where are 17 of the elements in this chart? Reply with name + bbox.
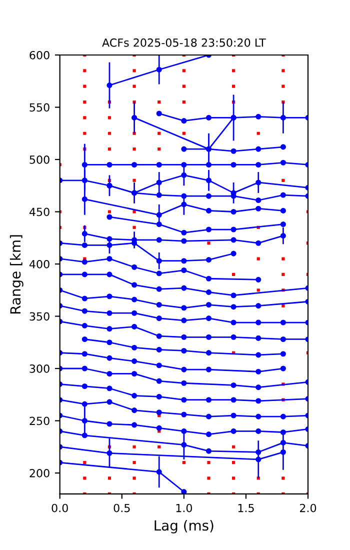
y-tick-label: 500 xyxy=(30,155,50,164)
y-tick-label: 450 xyxy=(29,208,50,216)
y-tick-label: 600 xyxy=(30,50,50,60)
x-tick-label: 2.0 xyxy=(300,504,316,512)
x-tick-label: 1.5 xyxy=(238,504,254,512)
y-tick-label: 250 xyxy=(30,416,50,426)
y-tick-label: 400 xyxy=(29,260,50,268)
y-tick-label: 300 xyxy=(30,364,50,373)
y-axis-title: Range [km] xyxy=(10,235,24,314)
x-axis-title: Lag (ms) xyxy=(154,520,214,534)
y-tick-label: 550 xyxy=(30,103,50,112)
x-tick-label: 1.0 xyxy=(176,504,192,512)
y-tick-label: 350 xyxy=(30,312,50,321)
x-tick-label: 0.5 xyxy=(114,504,130,512)
y-tick-label: 200 xyxy=(30,468,50,478)
chart-title: ACFs 2025-05-18 23:50:20 LT xyxy=(102,38,266,47)
x-tick-label: 0.0 xyxy=(52,504,68,512)
